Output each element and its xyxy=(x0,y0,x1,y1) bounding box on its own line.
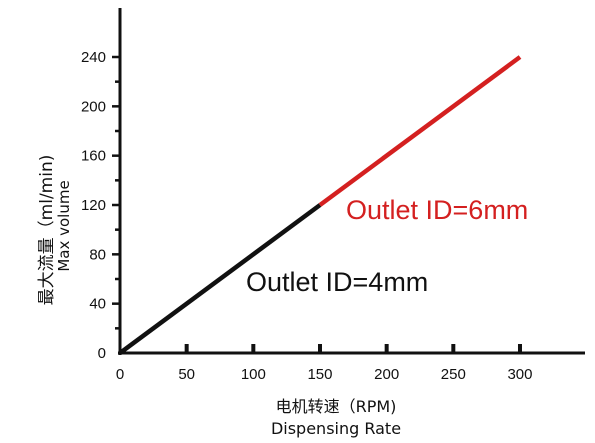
x-tick-label: 100 xyxy=(241,366,266,383)
x-tick-label: 0 xyxy=(116,366,124,383)
series-line-2 xyxy=(318,55,522,207)
x-tick xyxy=(251,344,256,353)
series-line-1 xyxy=(118,203,322,355)
x-tick-label: 150 xyxy=(307,366,332,383)
y-tick-label: 240 xyxy=(81,49,106,66)
y-tick-label: 80 xyxy=(89,246,106,263)
axes xyxy=(112,8,585,355)
x-tick-label: 250 xyxy=(441,366,466,383)
series-group xyxy=(118,55,522,355)
x-axis-title: 电机转速（RPM) xyxy=(276,397,397,416)
x-tick xyxy=(317,344,322,353)
x-tick xyxy=(184,344,189,353)
y-tick-label: 0 xyxy=(98,345,106,362)
labels-group: 0 40 80 120 160 200 240 0 50 100 150 200 250 300 Outle… xyxy=(37,49,533,438)
x-tick xyxy=(451,344,456,353)
x-tick-label: 200 xyxy=(374,366,399,383)
x-tick xyxy=(517,344,522,353)
y-tick-label: 160 xyxy=(81,148,106,165)
y-tick-label: 200 xyxy=(81,98,106,115)
x-axis-subtitle: Dispensing Rate xyxy=(271,419,401,438)
x-tick-label: 300 xyxy=(507,366,532,383)
annotation-label: Outlet ID=6mm xyxy=(346,195,528,225)
x-tick-label: 50 xyxy=(178,366,195,383)
y-tick-label: 120 xyxy=(81,197,106,214)
y-tick-label: 40 xyxy=(89,296,106,313)
x-tick xyxy=(384,344,389,353)
annotation-label: Outlet ID=4mm xyxy=(246,267,428,297)
y-axis-subtitle: Max volume xyxy=(55,180,73,271)
y-axis-title: 最大流量（ml/min) xyxy=(37,155,57,306)
